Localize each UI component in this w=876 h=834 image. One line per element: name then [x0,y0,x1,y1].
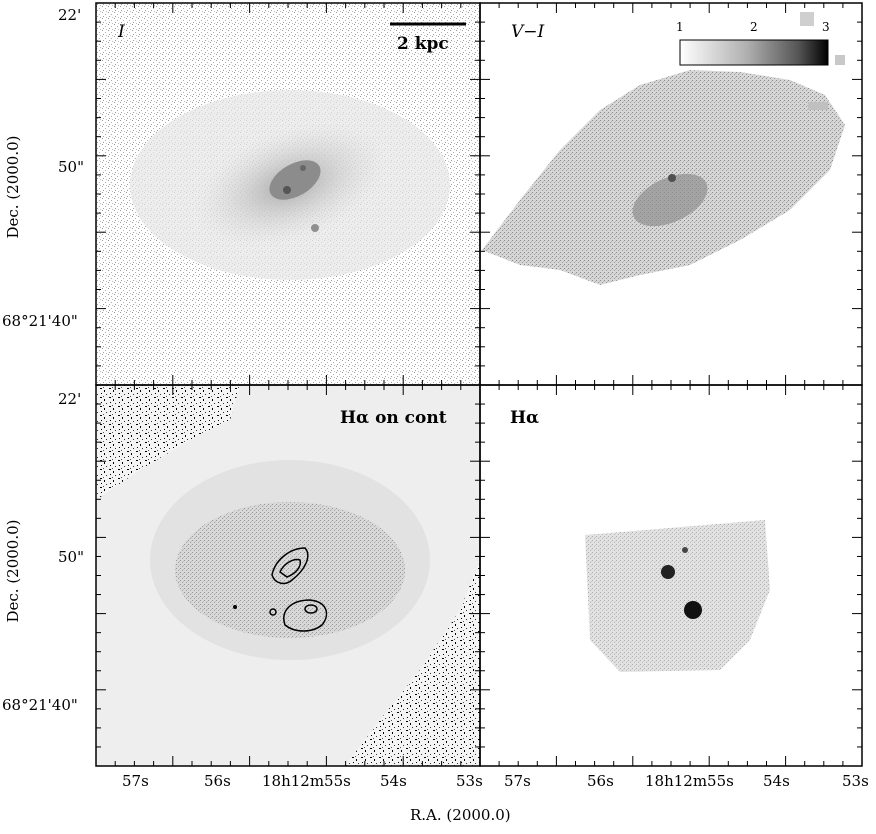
y-axis-title: Dec. (2000.0) [4,519,22,623]
colorbar [679,39,829,66]
ra-tick-label: 57s [122,772,149,790]
dec-tick-label: 50" [58,158,84,176]
ra-tick-label: 56s [587,772,614,790]
y-axis-title: Dec. (2000.0) [4,135,22,239]
scale-bar-label: 2 kpc [397,34,449,54]
dec-tick-label: 68°21'40" [2,312,78,330]
panel-label-Ha: Hα [510,408,540,428]
ra-tick-label: 54s [380,772,407,790]
colorbar-tick: 2 [750,20,758,34]
ra-tick-label: 53s [456,772,483,790]
dec-tick-label: 68°21'40" [2,696,78,714]
dec-tick-label: 50" [58,548,84,566]
ra-tick-label: 57s [504,772,531,790]
x-axis-title: R.A. (2000.0) [410,806,511,824]
panel-label-V-I: V−I [511,22,545,42]
colorbar-tick: 1 [676,20,684,34]
ra-tick-label: 54s [763,772,790,790]
ra-tick-label: 18h12m55s [262,772,351,790]
ra-tick-label: 56s [204,772,231,790]
panel-label-Ha-on-cont: Hα on cont [340,408,447,428]
colorbar-tick: 3 [822,20,830,34]
dec-tick-label: 22' [58,390,82,408]
panel-I-image [96,3,480,385]
panel-Ha-image [480,385,862,766]
ra-tick-label: 18h12m55s [645,772,734,790]
panel-label-I: I [118,22,125,42]
ra-tick-label: 53s [842,772,869,790]
panel-Ha-on-cont-image [96,385,480,766]
dec-tick-label: 22' [58,6,82,24]
panel-V-I-image [480,3,862,385]
